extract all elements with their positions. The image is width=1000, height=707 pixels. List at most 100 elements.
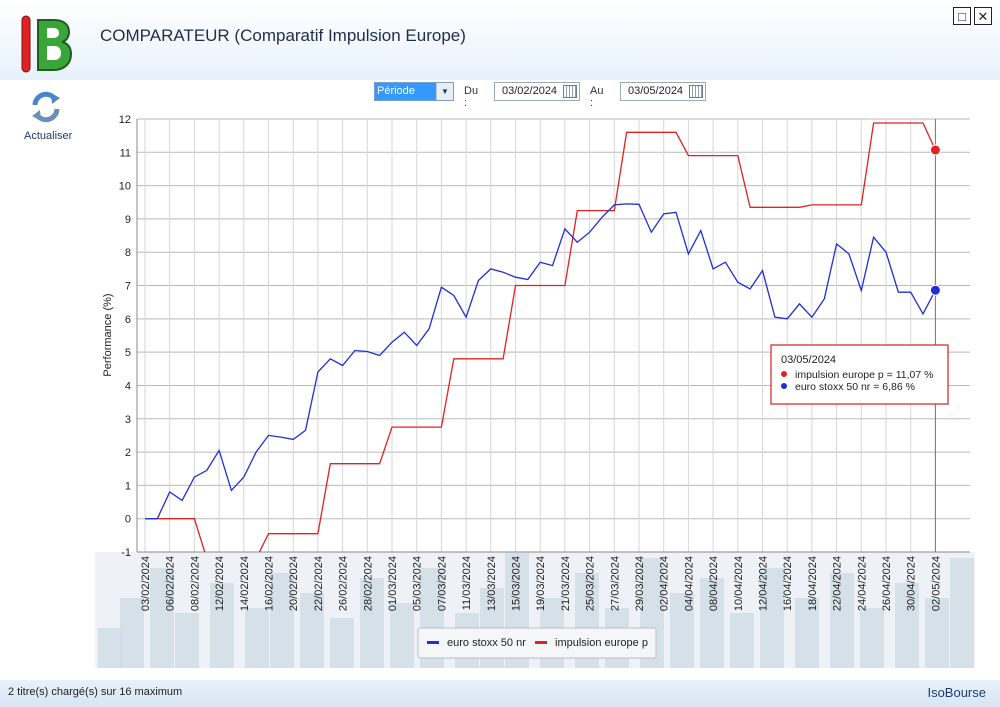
x-tick-label: 10/04/2024 — [733, 556, 745, 611]
status-text: 2 titre(s) chargé(s) sur 16 maximum — [8, 686, 183, 698]
x-tick-label: 22/02/2024 — [313, 556, 325, 611]
skyline-building — [120, 598, 144, 668]
x-tick-label: 16/04/2024 — [782, 556, 794, 611]
brand-label: IsoBourse — [927, 685, 986, 700]
x-tick-label: 07/03/2024 — [436, 556, 448, 611]
skyline-building — [245, 608, 269, 668]
skyline-building — [175, 613, 199, 668]
calendar-icon[interactable] — [689, 85, 703, 98]
y-tick-label: 11 — [120, 147, 131, 159]
y-tick-label: 2 — [125, 447, 131, 459]
skyline-building — [795, 598, 819, 668]
period-select-value: Période — [375, 83, 437, 100]
skyline-building — [670, 593, 694, 668]
window-title: COMPARATEUR (Comparatif Impulsion Europe… — [100, 26, 466, 45]
y-tick-label: 0 — [125, 514, 131, 526]
x-tick-label: 13/03/2024 — [486, 556, 498, 611]
status-bar: 2 titre(s) chargé(s) sur 16 maximum IsoB… — [0, 680, 1000, 707]
title-bar: COMPARATEUR (Comparatif Impulsion Europe… — [0, 0, 1000, 80]
x-tick-label: 08/02/2024 — [189, 556, 201, 611]
legend-label: euro stoxx 50 nr — [447, 637, 526, 649]
skyline-building — [860, 608, 884, 668]
calendar-icon[interactable] — [563, 85, 577, 98]
x-tick-label: 27/03/2024 — [609, 556, 621, 611]
skyline-building — [760, 568, 784, 668]
skyline-building — [330, 618, 354, 668]
x-tick-label: 04/04/2024 — [683, 556, 695, 611]
to-date-field[interactable]: 03/05/2024 — [620, 82, 706, 101]
skyline-building — [360, 578, 384, 668]
y-tick-label: 3 — [125, 414, 131, 426]
skyline-building — [150, 568, 174, 668]
y-tick-label: 4 — [125, 380, 131, 392]
x-tick-label: 21/03/2024 — [560, 556, 572, 611]
series-line — [145, 203, 936, 520]
from-label: Du : — [464, 85, 479, 109]
y-tick-label: 5 — [125, 347, 131, 359]
x-tick-label: 20/02/2024 — [288, 556, 300, 611]
y-axis-label: Performance (%) — [102, 293, 114, 376]
x-tick-label: 02/04/2024 — [659, 556, 671, 611]
skyline-building — [270, 573, 294, 668]
series-end-marker[interactable] — [929, 284, 941, 296]
skyline-building — [300, 593, 324, 668]
to-date-value: 03/05/2024 — [628, 85, 684, 97]
tooltip-dot — [781, 383, 787, 389]
x-tick-label: 26/04/2024 — [881, 556, 893, 611]
x-tick-label: 18/04/2024 — [807, 556, 819, 611]
y-tick-label: 10 — [119, 181, 131, 193]
refresh-icon — [32, 91, 60, 123]
skyline-building — [895, 583, 919, 668]
skyline-building — [730, 613, 754, 668]
close-button[interactable]: ✕ — [974, 7, 992, 25]
to-label: Au : — [590, 85, 604, 109]
refresh-label: Actualiser — [24, 130, 73, 142]
x-tick-label: 08/04/2024 — [708, 556, 720, 611]
from-date-field[interactable]: 03/02/2024 — [494, 82, 580, 101]
x-tick-label: 06/02/2024 — [165, 556, 177, 611]
y-tick-label: 8 — [125, 247, 131, 259]
from-date-value: 03/02/2024 — [502, 85, 558, 97]
x-tick-label: 02/05/2024 — [930, 556, 942, 611]
x-tick-label: 25/03/2024 — [585, 556, 597, 611]
x-tick-label: 03/02/2024 — [140, 556, 152, 611]
x-tick-label: 26/02/2024 — [338, 556, 350, 611]
skyline-building — [925, 598, 949, 668]
y-tick-label: 12 — [119, 114, 131, 126]
x-tick-label: 15/03/2024 — [511, 556, 523, 611]
x-tick-label: 05/03/2024 — [412, 556, 424, 611]
tooltip-dot — [781, 371, 787, 377]
skyline-building — [950, 558, 974, 668]
tooltip-box — [770, 344, 949, 405]
x-tick-label: 01/03/2024 — [387, 556, 399, 611]
y-tick-label: -1 — [121, 547, 131, 559]
chevron-down-icon[interactable]: ▼ — [436, 83, 453, 100]
y-tick-label: 1 — [125, 480, 131, 492]
tooltip-line: impulsion europe p = 11,07 % — [795, 369, 933, 381]
x-tick-label: 11/03/2024 — [461, 556, 473, 610]
skyline-building — [210, 583, 234, 668]
skyline-building — [830, 573, 854, 668]
x-tick-label: 12/02/2024 — [214, 556, 226, 611]
legend-swatch — [535, 641, 547, 644]
period-select[interactable]: Période ▼ — [374, 82, 454, 101]
x-tick-label: 16/02/2024 — [264, 556, 276, 611]
series-end-marker[interactable] — [929, 144, 941, 156]
skyline-building — [98, 628, 122, 668]
legend-label: impulsion europe p — [555, 637, 648, 649]
x-tick-label: 30/04/2024 — [906, 556, 918, 611]
skyline-building — [390, 603, 414, 668]
x-tick-label: 12/04/2024 — [758, 556, 770, 611]
legend-swatch — [427, 641, 439, 644]
isobourse-logo — [21, 15, 73, 73]
y-tick-label: 7 — [125, 281, 131, 293]
x-tick-label: 19/03/2024 — [535, 556, 547, 611]
refresh-button[interactable]: Actualiser — [24, 88, 73, 152]
x-tick-label: 14/02/2024 — [239, 556, 251, 611]
maximize-button[interactable]: □ — [953, 7, 971, 25]
skyline-building — [700, 578, 724, 668]
tooltip-line: euro stoxx 50 nr = 6,86 % — [795, 381, 915, 393]
y-tick-label: 6 — [125, 314, 131, 326]
x-tick-label: 24/04/2024 — [856, 556, 868, 611]
